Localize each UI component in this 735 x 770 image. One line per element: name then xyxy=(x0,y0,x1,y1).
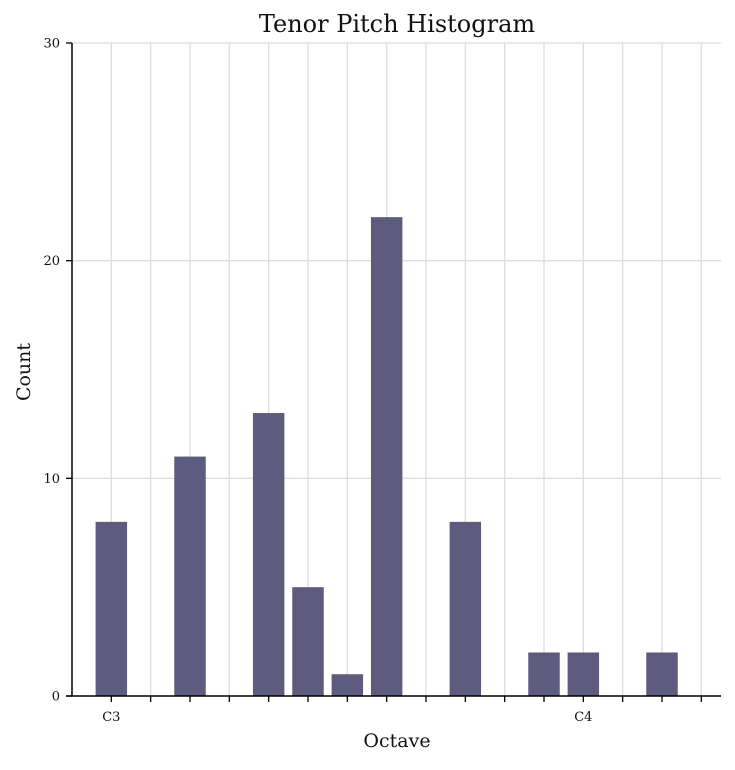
histogram-bar xyxy=(174,456,206,696)
y-tick-label: 0 xyxy=(52,690,60,705)
x-tick-label: C3 xyxy=(102,710,120,725)
chart-title: Tenor Pitch Histogram xyxy=(259,10,536,38)
histogram-bar xyxy=(646,652,678,696)
histogram-bar xyxy=(95,521,128,696)
histogram-bar xyxy=(528,652,560,696)
y-axis-label: Count xyxy=(13,343,35,401)
histogram-bar xyxy=(567,652,600,696)
labels: Tenor Pitch Histogram Octave Count 0 10 20… xyxy=(13,10,592,752)
y-tick-label: 30 xyxy=(43,37,60,52)
histogram-bar xyxy=(252,413,285,696)
y-tick-label: 10 xyxy=(43,472,60,487)
histogram-bar xyxy=(370,217,403,696)
x-tick-label: C4 xyxy=(574,710,592,725)
x-axis-label: Octave xyxy=(363,730,430,752)
histogram-bar xyxy=(292,587,324,696)
histogram-bar xyxy=(449,521,482,696)
bars xyxy=(95,217,678,696)
axes xyxy=(66,42,721,702)
histogram-bar xyxy=(331,674,364,696)
y-tick-label: 20 xyxy=(43,254,60,269)
